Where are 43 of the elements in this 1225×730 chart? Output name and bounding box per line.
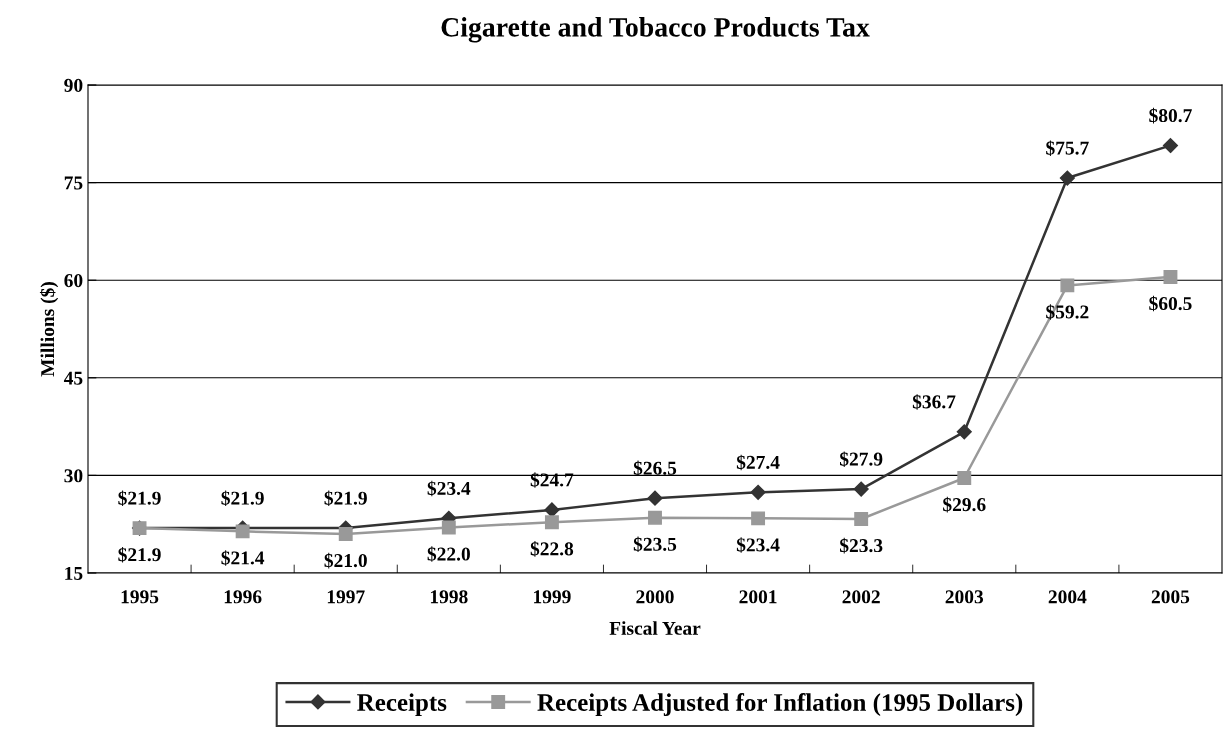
data-label: $23.5 xyxy=(633,536,677,553)
data-label: $26.5 xyxy=(633,460,677,477)
data-label: $21.9 xyxy=(324,490,367,506)
data-label: $80.7 xyxy=(1149,107,1192,124)
data-label: $36.7 xyxy=(912,394,956,410)
data-label: $22.8 xyxy=(530,541,574,557)
y-tick-label: 15 xyxy=(65,566,83,580)
chart-title: Cigarette and Tobacco Products Tax xyxy=(441,17,870,43)
data-label: $21.9 xyxy=(118,490,161,506)
data-label: $21.9 xyxy=(118,546,161,563)
x-tick-label: 2004 xyxy=(1048,590,1087,604)
x-tick-label: 1997 xyxy=(327,590,365,604)
data-label: $23.4 xyxy=(427,480,471,497)
legend-label: Receipts Adjusted for Inflation (1995 Dollars) xyxy=(537,693,1023,717)
data-label: $60.5 xyxy=(1149,295,1192,312)
x-tick-label: 1999 xyxy=(534,590,571,604)
y-axis-title: Millions ($) xyxy=(39,282,59,377)
data-label: $75.7 xyxy=(1046,140,1089,156)
data-label: $21.9 xyxy=(221,490,264,506)
legend-label: Receipts xyxy=(357,693,447,717)
y-tick-label: 60 xyxy=(64,274,83,288)
data-label: $21.4 xyxy=(221,550,265,566)
y-tick-label: 45 xyxy=(63,371,83,385)
y-tick-label: 30 xyxy=(64,469,83,483)
y-tick-label: 90 xyxy=(64,78,83,92)
x-tick-label: 2005 xyxy=(1151,590,1190,604)
x-tick-label: 2001 xyxy=(739,590,777,604)
data-label: $59.2 xyxy=(1046,304,1089,320)
y-tick-label: 75 xyxy=(64,176,83,190)
x-tick-label: 2003 xyxy=(945,590,984,604)
data-label: $23.4 xyxy=(736,537,780,553)
x-tick-label: 2000 xyxy=(636,590,674,604)
x-tick-label: 1998 xyxy=(430,590,468,604)
data-label: $22.0 xyxy=(427,546,470,562)
x-tick-label: 1996 xyxy=(224,590,262,604)
data-label: $23.3 xyxy=(840,537,883,554)
data-label: $29.6 xyxy=(943,496,986,513)
data-label: $21.0 xyxy=(324,552,367,569)
x-tick-label: 2002 xyxy=(842,590,880,604)
x-tick-label: 1995 xyxy=(121,590,159,604)
data-label: $27.9 xyxy=(840,451,883,467)
data-label: $27.4 xyxy=(736,454,780,471)
x-axis-title: Fiscal Year xyxy=(609,621,701,635)
